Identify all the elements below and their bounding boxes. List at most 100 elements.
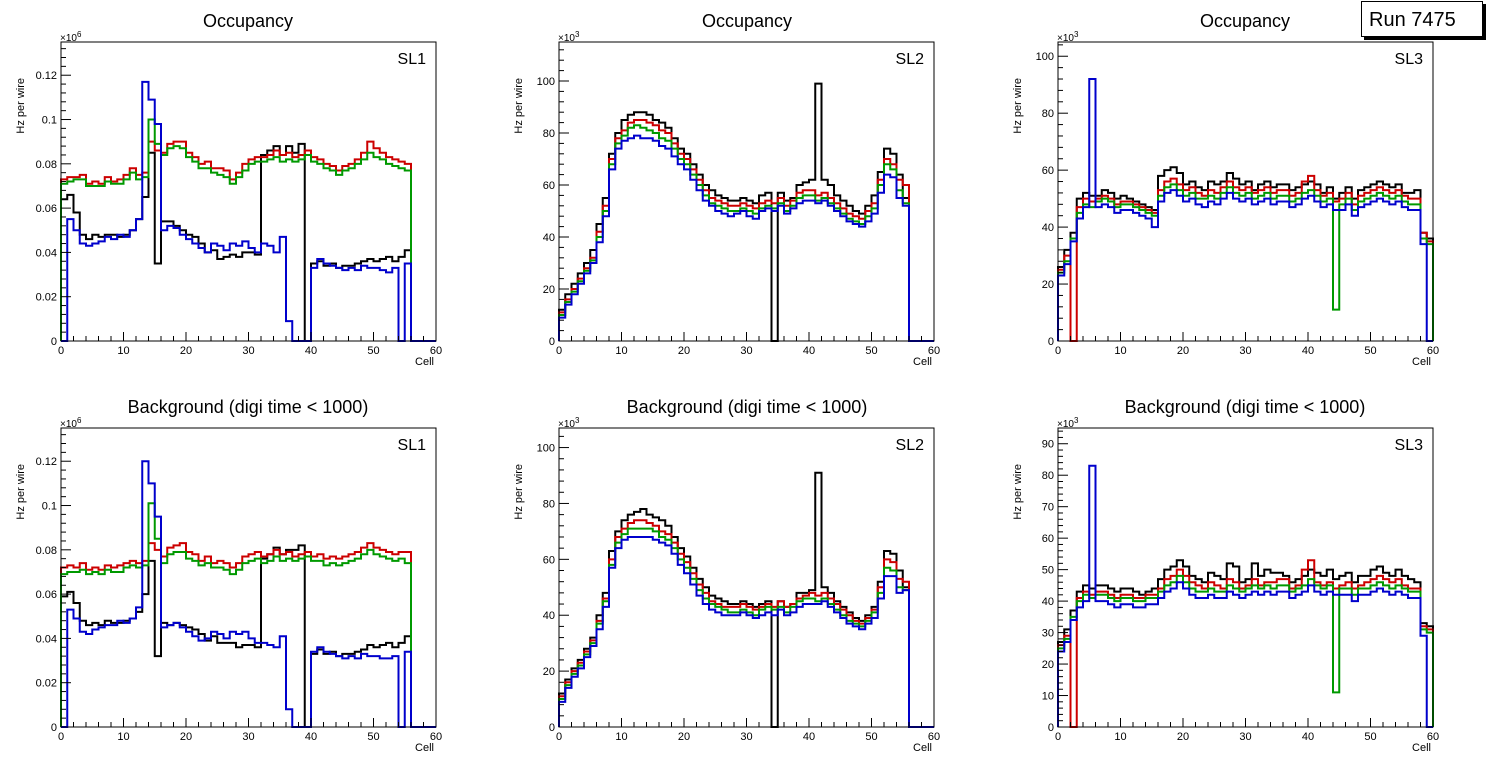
y-tick-label: 20: [1042, 659, 1054, 671]
y-tick-label: 0.12: [36, 456, 57, 468]
x-tick-label: 30: [1239, 345, 1251, 357]
x-axis-label: Cell: [415, 356, 434, 368]
superlayer-label: SL3: [1395, 51, 1424, 68]
x-tick-label: 20: [678, 345, 690, 357]
x-tick-label: 10: [117, 345, 129, 357]
series-red-line: [60, 140, 436, 342]
y-tick-label: 0.1: [42, 501, 57, 513]
y-tick-label: 0.04: [36, 633, 57, 645]
y-tick-label: 80: [543, 128, 555, 140]
y-tick-label: 0: [1048, 336, 1054, 348]
y-tick-label: 90: [1042, 439, 1054, 451]
x-tick-label: 50: [367, 345, 379, 357]
x-tick-label: 40: [1302, 731, 1314, 743]
y-exponent-label: ×103: [558, 30, 580, 44]
x-tick-label: 40: [305, 345, 317, 357]
y-tick-label: 0.02: [36, 292, 57, 304]
y-exponent-label: ×106: [60, 416, 82, 430]
x-tick-label: 0: [1055, 345, 1061, 357]
series-black-line: [60, 142, 436, 342]
y-tick-label: 60: [543, 180, 555, 192]
y-tick-label: 0: [549, 336, 555, 348]
y-tick-label: 80: [1042, 108, 1054, 120]
panel-title: Occupancy: [203, 11, 293, 31]
y-tick-label: 80: [1042, 470, 1054, 482]
x-tick-label: 0: [556, 345, 562, 357]
superlayer-label: SL3: [1395, 437, 1424, 454]
panel-title: Occupancy: [1200, 11, 1290, 31]
x-tick-label: 50: [1364, 731, 1376, 743]
superlayer-label: SL1: [398, 51, 427, 68]
y-tick-label: 0: [51, 336, 57, 348]
y-axis-label: Hz per wire: [513, 78, 525, 134]
y-tick-label: 0.04: [36, 247, 57, 259]
y-tick-label: 80: [543, 498, 555, 510]
x-tick-label: 10: [615, 345, 627, 357]
panel-title: Background (digi time < 1000): [128, 397, 369, 417]
y-tick-label: 60: [543, 554, 555, 566]
series-green-line: [60, 118, 436, 342]
series-blue-line: [61, 460, 436, 728]
y-tick-label: 50: [1042, 565, 1054, 577]
plot-frame: [1057, 41, 1434, 342]
y-tick-label: 20: [543, 284, 555, 296]
y-tick-label: 0: [51, 722, 57, 734]
x-tick-label: 0: [1055, 731, 1061, 743]
y-tick-label: 40: [1042, 596, 1054, 608]
y-tick-label: 40: [1042, 222, 1054, 234]
y-exponent-label: ×103: [1057, 416, 1079, 430]
x-axis-label: Cell: [1412, 742, 1431, 754]
x-tick-label: 30: [740, 345, 752, 357]
panel-title: Background (digi time < 1000): [1125, 397, 1366, 417]
x-tick-label: 50: [367, 731, 379, 743]
x-tick-label: 20: [1177, 731, 1189, 743]
histogram-panel-6: Background (digi time < 1000) 0 10 20 30 40 50…: [1012, 397, 1439, 754]
plot-frame: [60, 41, 437, 342]
x-tick-label: 50: [865, 731, 877, 743]
x-tick-label: 50: [1364, 345, 1376, 357]
x-tick-label: 30: [1239, 731, 1251, 743]
x-tick-label: 40: [1302, 345, 1314, 357]
x-tick-label: 60: [1427, 731, 1439, 743]
series-black-line: [1057, 166, 1434, 341]
run-label-box: Run 7475: [1361, 1, 1483, 37]
series-green-line: [60, 502, 436, 728]
plot-frame: [60, 427, 437, 728]
x-tick-label: 0: [58, 731, 64, 743]
plot-frame: [558, 427, 935, 728]
superlayer-label: SL1: [398, 437, 427, 454]
x-tick-label: 60: [430, 731, 442, 743]
y-tick-label: 60: [1042, 165, 1054, 177]
y-tick-label: 30: [1042, 628, 1054, 640]
y-axis-label: Hz per wire: [1012, 464, 1024, 520]
y-tick-label: 40: [543, 232, 555, 244]
x-tick-label: 10: [1114, 345, 1126, 357]
y-tick-label: 0.06: [36, 589, 57, 601]
x-tick-label: 30: [242, 731, 254, 743]
x-tick-label: 60: [928, 731, 940, 743]
x-tick-label: 10: [615, 731, 627, 743]
series-blue-line: [558, 134, 934, 342]
x-tick-label: 50: [865, 345, 877, 357]
y-tick-label: 0: [1048, 722, 1054, 734]
series-black-line: [558, 82, 934, 342]
series-blue-line: [1057, 78, 1433, 342]
x-tick-label: 40: [803, 345, 815, 357]
y-axis-label: Hz per wire: [1012, 78, 1024, 134]
y-exponent-label: ×103: [558, 416, 580, 430]
series-red-line: [1057, 174, 1434, 342]
x-axis-label: Cell: [415, 742, 434, 754]
x-tick-label: 0: [556, 731, 562, 743]
x-tick-label: 10: [117, 731, 129, 743]
series-blue-line: [1057, 464, 1433, 728]
y-tick-label: 0.12: [36, 70, 57, 82]
y-tick-label: 100: [537, 76, 555, 88]
y-tick-label: 0.02: [36, 678, 57, 690]
x-tick-label: 20: [678, 731, 690, 743]
series-green-line: [1057, 574, 1434, 727]
x-tick-label: 40: [803, 731, 815, 743]
x-axis-label: Cell: [913, 742, 932, 754]
y-exponent-label: ×103: [1057, 30, 1079, 44]
y-tick-label: 0.06: [36, 203, 57, 215]
